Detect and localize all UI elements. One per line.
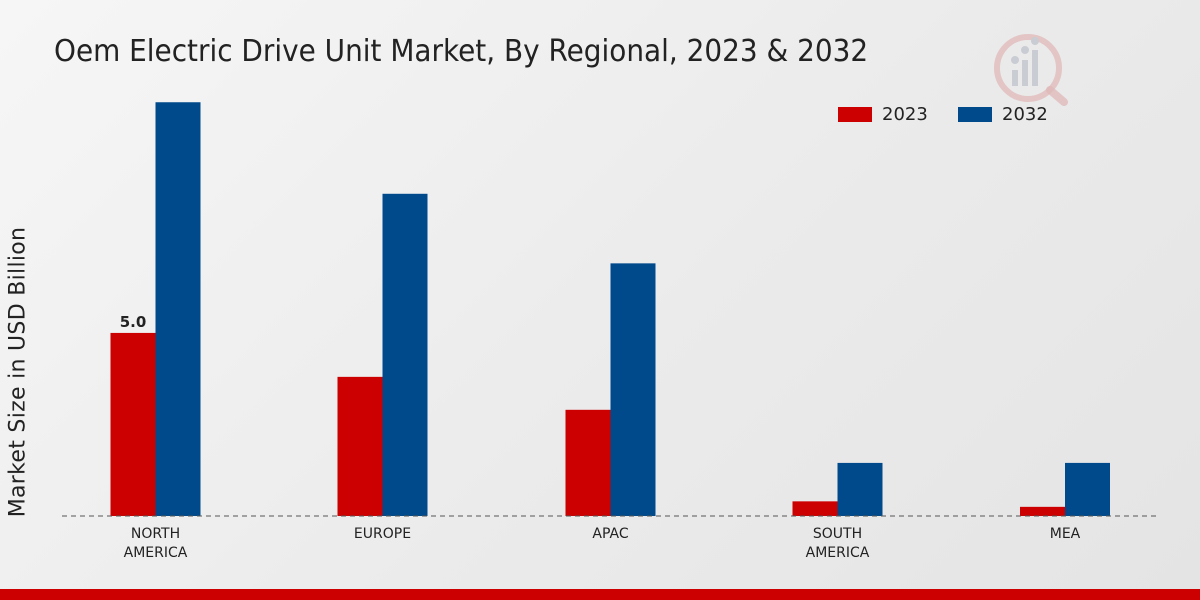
bar-mea-2023	[1020, 506, 1065, 516]
x-tick-label-europe: EUROPE	[354, 526, 411, 542]
bar-europe-2023	[337, 376, 383, 516]
bar-europe-2032	[382, 193, 428, 517]
chart-title: Oem Electric Drive Unit Market, By Regio…	[54, 34, 869, 69]
bottom-accent-bar	[0, 589, 1200, 600]
bar-south-america-2023	[792, 501, 838, 516]
bar-apac-2032	[610, 263, 656, 516]
bar-north-america-2032	[155, 102, 201, 516]
legend-swatch-2032	[958, 107, 992, 122]
x-tick-label-north-america: NORTH AMERICA	[124, 526, 188, 561]
bar-north-america-2023	[110, 332, 156, 516]
x-tick-label-south-america: SOUTH AMERICA	[806, 526, 870, 561]
bar-mea-2032	[1065, 462, 1110, 516]
market-research-logo-watermark-icon	[994, 34, 1068, 106]
legend-swatch-2023	[838, 107, 872, 122]
bar-apac-2023	[565, 409, 611, 516]
data-label-2023-0: 5.0	[120, 313, 147, 331]
legend-label-2032: 2032	[1002, 104, 1048, 125]
x-tick-label-mea: MEA	[1050, 526, 1081, 542]
bar-south-america-2032	[837, 462, 883, 516]
x-tick-label-apac: APAC	[592, 526, 628, 542]
legend-label-2023: 2023	[882, 104, 928, 125]
